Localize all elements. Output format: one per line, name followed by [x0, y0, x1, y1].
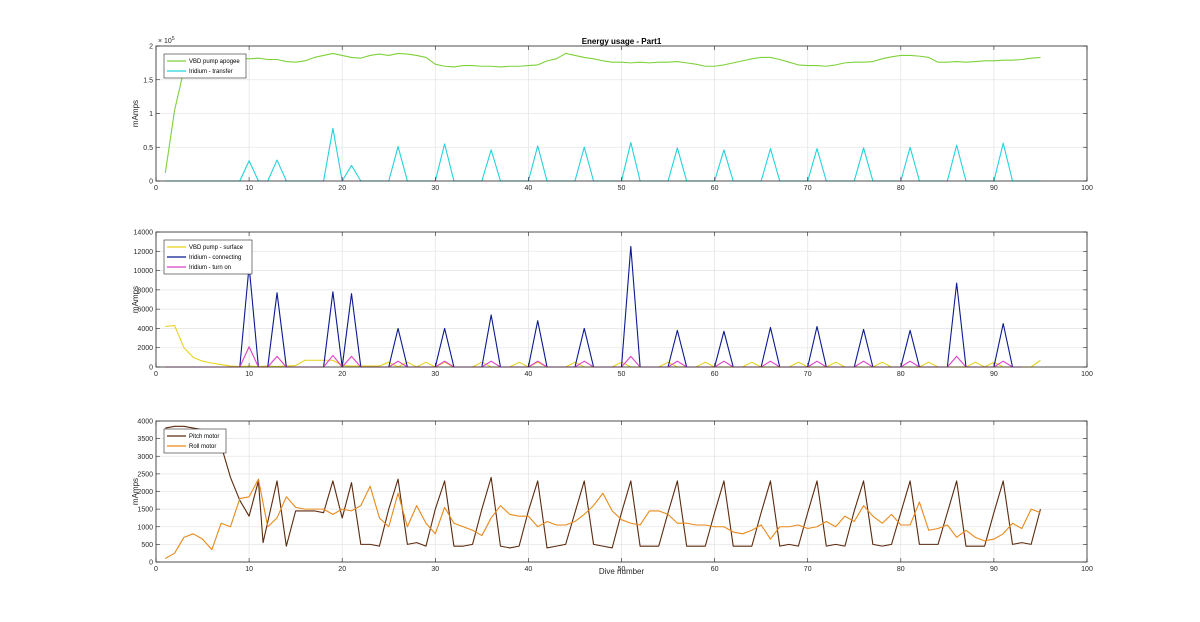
chart-3-x-tick-label-0: 0 [154, 566, 158, 573]
chart-1-y-exponent: × 105 [158, 36, 175, 45]
chart-2-y-tick-label-5: 10000 [134, 268, 154, 275]
chart-3-y-tick-label-0: 0 [149, 560, 153, 567]
chart-1-y-tick-label-4: 2 [149, 44, 153, 51]
chart-1-legend-label-1: VBD pump apogee [189, 59, 240, 65]
chart-1-y-axis-label: mAmps [131, 100, 140, 127]
chart-2-legend-label-3: Iridium - turn on [189, 265, 231, 271]
chart-3-legend-box [163, 428, 227, 454]
chart-1-x-tick-label-4: 40 [525, 185, 533, 192]
chart-2-legend-label-2: Iridium - connecting [189, 255, 241, 261]
chart-3-y-tick-label-2: 1000 [137, 524, 153, 531]
chart-1-x-tick-label-8: 80 [897, 185, 905, 192]
chart-1-x-tick-label-6: 60 [711, 185, 719, 192]
chart-2-y-tick-label-2: 4000 [137, 326, 153, 333]
chart-3-legend: Pitch motor Roll motor [163, 428, 227, 454]
chart-3-x-tick-label-1: 10 [245, 566, 253, 573]
chart-3-x-tick-label-5: 50 [618, 566, 626, 573]
chart-1-x-tick-label-9: 90 [990, 185, 998, 192]
chart-2-x-tick-label-5: 50 [618, 371, 626, 378]
chart-2-x-tick-label-2: 20 [338, 371, 346, 378]
chart-2-y-tick-label-1: 2000 [137, 345, 153, 352]
chart-2-x-tick-label-8: 80 [897, 371, 905, 378]
chart-3-x-tick-label-4: 40 [525, 566, 533, 573]
chart-1-y-exponent-power: 5 [172, 36, 175, 42]
chart-2-x-tick-label-10: 100 [1081, 371, 1093, 378]
chart-1-y-tick-label-2: 1 [149, 111, 153, 118]
chart-1-axes: 0 10 20 30 40 50 60 70 80 90 100 0 0.5 1 1.5 2 × 105 mAmp… [131, 36, 1093, 192]
chart-3-y-axis-label: mAmps [131, 478, 140, 505]
chart-3-legend-label-1: Pitch motor [189, 434, 219, 440]
chart-3-y-tick-label-5: 2500 [137, 471, 153, 478]
chart-3-series-2-line [165, 478, 1041, 559]
chart-2-x-tick-label-4: 40 [525, 371, 533, 378]
chart-1-series-1-line [164, 52, 1041, 173]
chart-2-y-axis-label: mAmps [131, 286, 140, 313]
chart-3-axes: 0 10 20 30 40 50 60 70 80 90 100050010001500200025… [131, 419, 1093, 574]
chart-2-y-tick-label-3: 6000 [137, 307, 153, 314]
chart-1-x-tick-label-7: 70 [804, 185, 812, 192]
chart-2-x-tick-label-7: 70 [804, 371, 812, 378]
chart-1-x-tick-label-0: 0 [154, 185, 158, 192]
chart-2-y-tick-label-7: 14000 [134, 230, 154, 237]
chart-2-axes: 0 10 20 30 40 50 60 70 80 90 100 0 2000 4000 6000 8000 1… [131, 230, 1093, 379]
x-axis-label: Dive number [599, 567, 645, 576]
chart-3-y-tick-label-1: 500 [141, 542, 153, 549]
chart-1-x-tick-label-3: 30 [431, 185, 439, 192]
chart-3-x-tick-label-2: 20 [338, 566, 346, 573]
chart-3-x-tick-label-8: 80 [897, 566, 905, 573]
chart-3-x-tick-label-9: 90 [990, 566, 998, 573]
chart-1-y-tick-label-3: 1.5 [143, 77, 153, 84]
chart-2-legend: VBD pump - surface Iridium - connecting Ir… [163, 239, 253, 275]
chart-2-x-tick-label-3: 30 [431, 371, 439, 378]
chart-3-y-tick-label-8: 4000 [137, 419, 153, 426]
chart-2-x-tick-label-0: 0 [154, 371, 158, 378]
chart-1-y-tick-label-1: 0.5 [143, 145, 153, 152]
chart-3-x-tick-label-3: 30 [431, 566, 439, 573]
chart-1-legend: VBD pump apogee Iridium - transfer [163, 53, 247, 79]
chart-2-x-tick-label-6: 60 [711, 371, 719, 378]
chart-1-x-tick-label-5: 50 [618, 185, 626, 192]
chart-2-y-tick-label-6: 12000 [134, 249, 154, 256]
chart-1-x-tick-label-2: 20 [338, 185, 346, 192]
chart-2-y-tick-label-4: 8000 [137, 287, 153, 294]
chart-1-legend-label-2: Iridium - transfer [189, 69, 233, 75]
chart-1-x-tick-label-1: 10 [245, 185, 253, 192]
chart-3-y-tick-label-3: 1500 [137, 507, 153, 514]
chart-3-y-tick-label-4: 2000 [137, 489, 153, 496]
chart-1-x-tick-label-10: 100 [1081, 185, 1093, 192]
chart-1-y-tick-label-0: 0 [149, 179, 153, 186]
chart-1-legend-box [163, 53, 247, 79]
chart-1-y-exponent-base: × 10 [158, 38, 172, 45]
chart-3-y-tick-label-7: 3500 [137, 436, 153, 443]
chart-3-x-tick-label-6: 60 [711, 566, 719, 573]
chart-2-x-tick-label-1: 10 [245, 371, 253, 378]
chart-2-y-tick-label-0: 0 [149, 365, 153, 372]
figure-title: Energy usage - Part1 [582, 37, 662, 46]
chart-3-x-tick-label-10: 100 [1081, 566, 1093, 573]
chart-3-legend-label-2: Roll motor [189, 444, 216, 450]
chart-3-y-tick-label-6: 3000 [137, 454, 153, 461]
chart-3-series-1-line [165, 425, 1041, 549]
chart-3-x-tick-label-7: 70 [804, 566, 812, 573]
chart-2-legend-label-1: VBD pump - surface [189, 245, 244, 251]
chart-2-x-tick-label-9: 90 [990, 371, 998, 378]
